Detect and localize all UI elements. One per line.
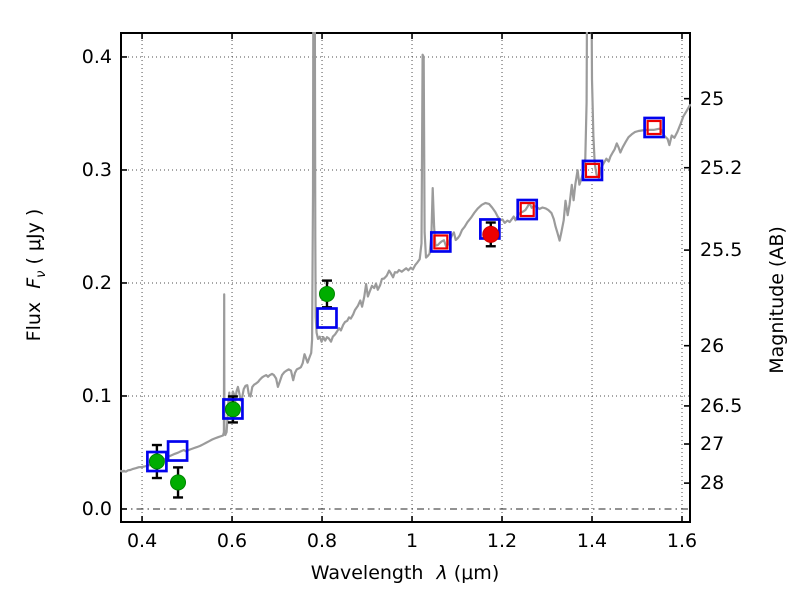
x-tick-label-1.2: 1.2 [486,530,518,552]
blue-open-square [643,116,665,139]
flux-label-text: Flux [23,295,45,342]
y-right-tick-label-26: 26 [700,334,725,357]
red-open-square [519,201,535,218]
blue-open-square [429,231,452,253]
y-right-tick-label-26.5: 26.5 [700,394,743,417]
x-tick-label-1: 1 [405,530,419,552]
green-photometry-point [148,453,165,470]
blue-open-square [146,450,168,473]
axes-frame [120,32,691,523]
x-tick-label-0.4: 0.4 [126,530,158,552]
y-left-tick-label-0.4: 0.4 [81,45,112,68]
x-tick-label-1.4: 1.4 [576,530,608,552]
green-photometry-point [224,401,241,418]
plot-area [120,32,691,523]
red-open-square [584,162,601,179]
y-right-tick-label-25: 25 [700,87,725,110]
flux-label-unit: ( μJy ) [23,208,45,271]
x-axis-label-unit: (μm) [447,562,500,584]
y-axis-label-right: Magnitude (AB) [766,226,788,374]
y-right-tick-label-28: 28 [700,472,725,495]
green-photometry-point [170,474,187,491]
y-left-tick-label-0.0: 0.0 [81,497,112,520]
blue-open-square [222,398,244,420]
blue-open-square [516,198,539,221]
plot-canvas [120,32,691,523]
x-axis-label-text: Wavelength [310,562,430,584]
blue-open-square [581,159,604,182]
red-open-square [433,234,449,250]
y-left-tick-label-0.3: 0.3 [81,158,112,181]
y-left-tick-label-0.2: 0.2 [81,271,112,294]
red-photometry-point [482,225,500,243]
flux-symbol-subscript: ν [33,270,49,278]
blue-open-square [316,307,338,329]
flux-symbol: F [23,277,45,289]
y-right-tick-label-25.5: 25.5 [700,239,743,262]
y-axis-label-left: Flux Fν ( μJy ) [21,125,49,425]
green-photometry-point [318,285,335,302]
y-left-tick-label-0.1: 0.1 [81,384,112,407]
x-tick-label-1.6: 1.6 [666,530,698,552]
model-spectrum [120,32,691,473]
y-right-tick-label-25.2: 25.2 [700,156,743,179]
lambda-symbol: λ [436,562,448,584]
red-open-square [646,119,662,136]
blue-open-square [166,440,189,462]
x-tick-label-0.6: 0.6 [216,530,248,552]
x-axis-label: Wavelength λ (μm) [255,560,555,586]
x-tick-label-0.8: 0.8 [306,530,338,552]
y-right-tick-label-27: 27 [700,433,725,455]
